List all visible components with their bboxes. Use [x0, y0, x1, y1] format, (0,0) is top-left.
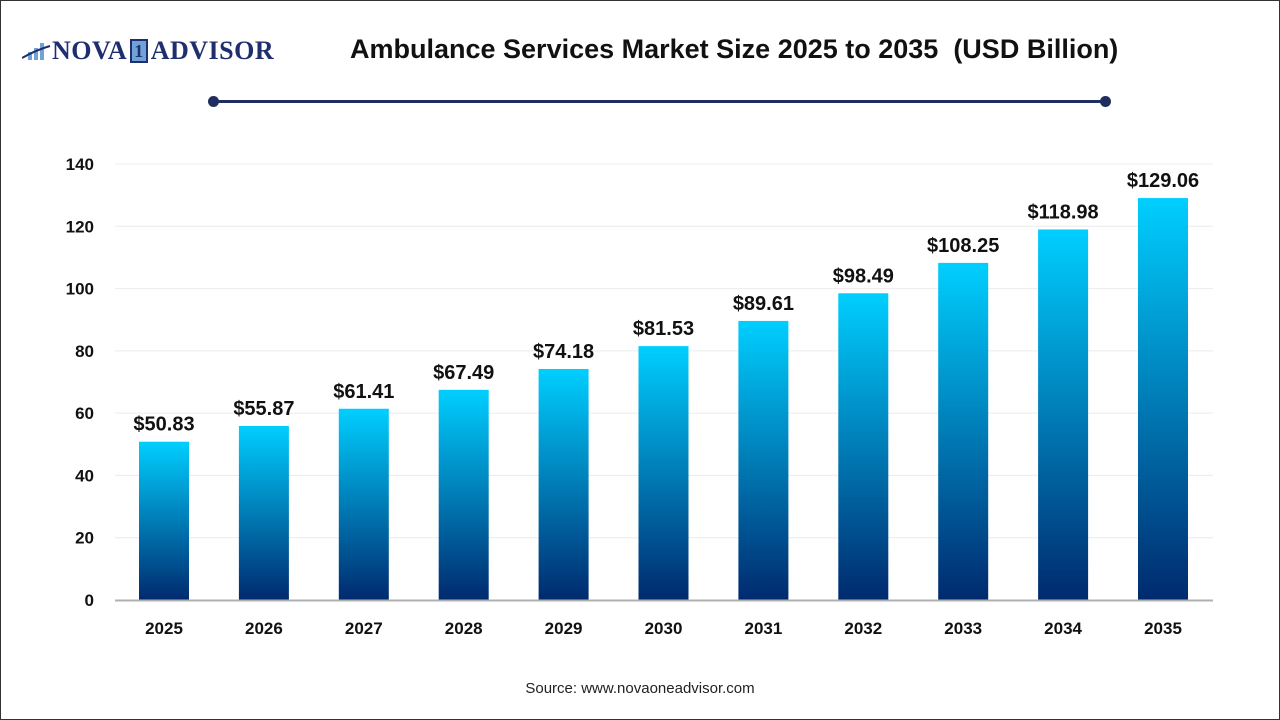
x-tick-label: 2026: [245, 619, 283, 638]
data-label: $67.49: [433, 362, 494, 384]
y-tick-label: 80: [75, 342, 94, 361]
data-label: $89.61: [733, 293, 794, 315]
title-divider: [213, 100, 1106, 103]
bar-2026: [238, 426, 289, 600]
bar-2029: [538, 368, 589, 600]
y-tick-label: 0: [85, 591, 94, 610]
bar-2034: [1038, 229, 1089, 600]
x-tick-label: 2028: [445, 619, 483, 638]
data-label: $129.06: [1127, 170, 1199, 192]
logo-text-nova: NOVA: [52, 36, 128, 65]
bar-2031: [738, 320, 789, 600]
bar-2032: [838, 293, 889, 600]
data-label: $55.87: [233, 398, 294, 420]
x-tick-label: 2033: [944, 619, 982, 638]
data-label: $61.41: [333, 381, 394, 403]
y-tick-label: 40: [75, 466, 94, 485]
logo-digit: 1: [130, 39, 148, 63]
source-note: Source: www.novaoneadvisor.com: [525, 680, 755, 697]
x-tick-label: 2035: [1144, 619, 1182, 638]
data-label: $108.25: [927, 235, 999, 257]
divider-dot-right: [1100, 96, 1111, 107]
y-tick-label: 60: [75, 404, 94, 423]
x-tick-label: 2025: [145, 619, 183, 638]
bar-2035: [1138, 198, 1188, 600]
bar-2030: [638, 346, 689, 600]
bar-2033: [938, 262, 989, 600]
y-tick-label: 20: [75, 529, 94, 548]
y-tick-label: 120: [66, 217, 94, 236]
bar-2028: [438, 389, 489, 600]
data-label: $98.49: [833, 265, 894, 287]
bar-2027: [338, 408, 389, 600]
y-tick-label: 140: [66, 155, 94, 174]
logo: NOVA 1 ADVISOR: [22, 36, 274, 66]
data-label: $118.98: [1027, 201, 1098, 223]
y-tick-label: 100: [66, 280, 94, 299]
x-tick-label: 2029: [545, 619, 583, 638]
x-tick-label: 2031: [744, 619, 782, 638]
data-label: $50.83: [133, 414, 194, 436]
logo-text-advisor: ADVISOR: [150, 36, 275, 65]
x-tick-label: 2034: [1044, 619, 1082, 638]
x-tick-label: 2030: [645, 619, 683, 638]
x-tick-label: 2027: [345, 619, 383, 638]
chart-title: Ambulance Services Market Size 2025 to 2…: [350, 34, 1119, 64]
divider-dot-left: [208, 96, 219, 107]
data-label: $74.18: [533, 341, 594, 363]
data-label: $81.53: [633, 318, 694, 340]
logo-bars-icon: [22, 43, 51, 60]
x-tick-label: 2032: [844, 619, 882, 638]
bar-2025: [139, 441, 189, 600]
